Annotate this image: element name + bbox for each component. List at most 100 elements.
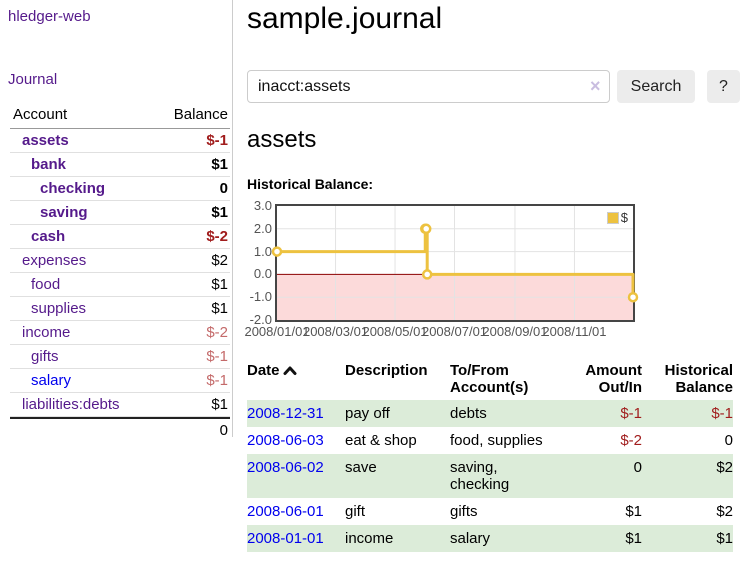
account-balance: $1	[211, 396, 228, 413]
page-title: sample.journal	[247, 2, 443, 35]
help-button[interactable]: ?	[707, 70, 740, 103]
register-cell-accounts: debts	[450, 400, 570, 427]
sidebar: hledger-web Journal Account Balance asse…	[0, 0, 233, 439]
account-balance: $-1	[206, 132, 228, 149]
account-row: checking 0	[10, 177, 230, 201]
accounts-text: gifts	[450, 503, 478, 520]
sidebar-account-link[interactable]: assets	[22, 132, 69, 149]
x-axis-tick-label: 2008/03/01	[302, 324, 369, 339]
accounts-text: saving, checking	[450, 459, 510, 493]
y-axis-tick-label: -1.0	[249, 289, 272, 305]
register-cell-amount: $-1	[570, 400, 642, 427]
accounts-text: food, supplies	[450, 432, 543, 449]
sidebar-account-link[interactable]: cash	[31, 228, 66, 245]
register-cell-description: eat & shop	[345, 432, 417, 449]
app-title-link[interactable]: hledger-web	[8, 8, 91, 25]
account-balance: $1	[211, 156, 228, 173]
accounts-text: debts	[450, 405, 487, 422]
register-cell-description: gift	[345, 503, 366, 520]
chart-legend: $	[604, 209, 630, 226]
account-row: gifts $-1	[10, 345, 230, 369]
y-axis-tick-label: 3.0	[253, 198, 272, 213]
sidebar-item-journal[interactable]: Journal	[8, 71, 58, 88]
column-header-amount: Amount Out/In	[585, 362, 642, 396]
register-cell-description: save	[345, 454, 450, 498]
register-cell-accounts: saving, checking	[450, 454, 570, 498]
x-axis-tick-label: 2008/09/01	[482, 324, 548, 339]
balance-column-header: Balance	[173, 106, 228, 123]
account-row: saving $1	[10, 201, 230, 225]
column-header-description: Description	[345, 362, 428, 379]
register-cell-amount: $1	[570, 525, 642, 552]
transaction-date-link[interactable]: 2008-01-01	[247, 530, 324, 547]
clear-search-icon[interactable]: ×	[590, 76, 601, 96]
register-cell-amount: $1	[625, 503, 642, 520]
sidebar-account-link[interactable]: liabilities:debts	[22, 396, 120, 413]
account-balance: $2	[211, 252, 228, 269]
transaction-date-link[interactable]: 2008-06-01	[247, 503, 324, 520]
accounts-text: salary	[450, 530, 491, 547]
account-balance: $1	[211, 276, 228, 293]
register-cell-date: 2008-06-01	[247, 498, 345, 525]
sidebar-account-link[interactable]: bank	[31, 156, 67, 173]
register-cell-balance: $-1	[642, 400, 733, 427]
account-row: cash $-2	[10, 225, 230, 249]
account-balance: $-2	[206, 228, 228, 245]
account-row: expenses $2	[10, 249, 230, 273]
register-row: 2008-12-31 pay off debts $-1 $-1	[247, 400, 733, 427]
column-header-accounts: To/From Account(s)	[450, 362, 529, 396]
register-cell-accounts: food, supplies	[450, 427, 570, 454]
sidebar-account-link[interactable]: checking	[40, 180, 106, 197]
register-cell-accounts: salary	[450, 525, 570, 552]
register-cell-date: 2008-12-31	[247, 400, 345, 427]
register-row: 2008-06-01 gift gifts $1 $2	[247, 498, 733, 525]
register-cell-accounts: gifts	[450, 498, 570, 525]
balance-chart-plot[interactable]: $	[271, 204, 639, 322]
sidebar-account-link[interactable]: supplies	[31, 300, 87, 317]
transaction-date-link[interactable]: 2008-06-03	[247, 432, 324, 449]
transaction-date-link[interactable]: 2008-06-02	[247, 459, 324, 476]
x-axis-tick-label: 2008/01/01	[244, 324, 310, 339]
y-axis-tick-label: 1.0	[253, 243, 272, 259]
x-axis-tick-label: 2008/11/01	[542, 324, 607, 339]
account-balance: $1	[211, 204, 228, 221]
transaction-date-link[interactable]: 2008-12-31	[247, 405, 324, 422]
account-heading: assets	[247, 126, 317, 153]
sidebar-account-link[interactable]: saving	[40, 204, 88, 221]
sidebar-account-link[interactable]: food	[31, 276, 61, 293]
sidebar-account-link[interactable]: gifts	[31, 348, 59, 365]
account-row: assets $-1	[10, 129, 230, 153]
search-input[interactable]	[247, 70, 610, 103]
register-header-row: Date Description To/From Account(s) Amou…	[247, 358, 733, 400]
accounts-table-header: Account Balance	[10, 103, 230, 129]
chart-canvas	[271, 206, 639, 320]
column-header-date[interactable]: Date	[247, 358, 345, 400]
register-body: 2008-12-31 pay off debts $-1 $-1 2008-06-03 ea…	[247, 400, 733, 552]
accounts-list: assets $-1 bank $1 checking 0 saving $1 cash $-2 e…	[10, 129, 230, 417]
accounts-total-value: 0	[219, 422, 228, 439]
legend-swatch-icon	[606, 211, 619, 224]
chart-title: Historical Balance:	[247, 176, 374, 192]
account-balance: $-2	[206, 324, 228, 341]
register-cell-date: 2008-06-03	[247, 427, 345, 454]
account-balance: 0	[219, 180, 228, 197]
account-balance: $-1	[206, 348, 228, 365]
y-axis-tick-label: -2.0	[249, 312, 272, 327]
search-button[interactable]: Search	[617, 70, 695, 103]
sort-ascending-icon	[283, 363, 297, 380]
register-table: Date Description To/From Account(s) Amou…	[247, 358, 733, 552]
register-cell-balance: $2	[642, 454, 733, 498]
register-cell-description: pay off	[345, 400, 450, 427]
sidebar-account-link[interactable]: expenses	[22, 252, 87, 269]
account-balance: $-1	[206, 372, 228, 389]
account-row: food $1	[10, 273, 230, 297]
account-row: salary $-1	[10, 369, 230, 393]
register-cell-amount: $-2	[620, 432, 642, 449]
sidebar-account-link[interactable]: income	[22, 324, 71, 341]
sidebar-account-link[interactable]: salary	[31, 372, 72, 389]
x-axis-tick-label: 2008/05/01	[362, 324, 428, 339]
register-cell-balance: $1	[642, 525, 733, 552]
register-cell-description: income	[345, 525, 450, 552]
register-cell-balance: 0	[724, 432, 733, 449]
